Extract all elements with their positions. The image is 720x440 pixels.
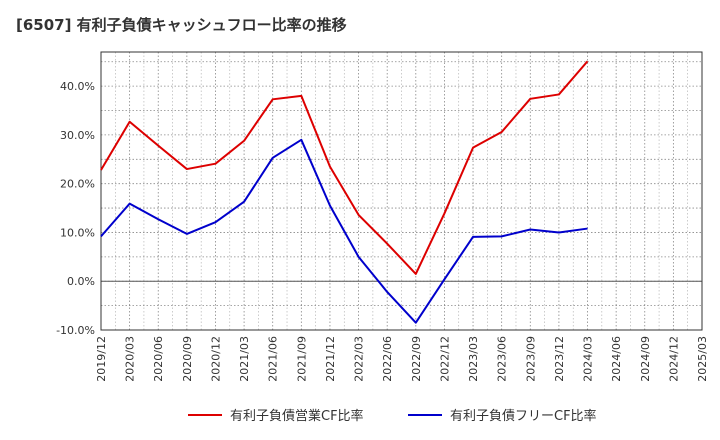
x-tick-label: 2022/03 xyxy=(353,336,366,382)
x-tick-label: 2024/06 xyxy=(610,336,623,382)
grid-lines xyxy=(100,52,703,331)
y-tick-label: 20.0% xyxy=(60,178,95,191)
x-tick-label: 2022/12 xyxy=(438,336,451,382)
x-tick-label: 2022/09 xyxy=(410,336,423,382)
series-line-1 xyxy=(100,60,589,275)
x-tick-label: 2021/09 xyxy=(295,336,308,382)
y-tick-label: 30.0% xyxy=(60,129,95,142)
legend-label-2: 有利子負債フリーCF比率 xyxy=(450,408,597,424)
x-tick-label: 2025/03 xyxy=(696,336,709,382)
y-tick-label: 0.0% xyxy=(67,275,95,288)
x-tick-label: 2022/06 xyxy=(381,336,394,382)
x-tick-label: 2024/12 xyxy=(667,336,680,382)
plot-frame xyxy=(100,51,703,331)
x-tick-label: 2020/06 xyxy=(152,336,165,382)
series-line-2 xyxy=(100,138,588,324)
legend: 有利子負債営業CF比率 有利子負債フリーCF比率 xyxy=(188,408,597,424)
y-tick-label: -10.0% xyxy=(56,324,95,337)
y-tick-label: 40.0% xyxy=(60,80,95,93)
x-tick-label: 2019/12 xyxy=(95,336,108,382)
x-tick-label: 2023/09 xyxy=(524,336,537,382)
x-tick-label: 2021/12 xyxy=(324,336,337,382)
x-tick-label: 2023/03 xyxy=(467,336,480,382)
x-axis-ticks: 2019/12 2020/03 2020/06 2020/09 2020/12 2021/… xyxy=(95,336,709,382)
x-tick-label: 2021/03 xyxy=(238,336,251,382)
series-lines xyxy=(100,60,589,324)
x-tick-label: 2024/03 xyxy=(582,336,595,382)
x-tick-label: 2020/03 xyxy=(124,336,137,382)
chart-title: [6507] 有利子負債キャッシュフロー比率の推移 xyxy=(16,16,347,34)
x-tick-label: 2023/06 xyxy=(496,336,509,382)
x-tick-label: 2024/09 xyxy=(639,336,652,382)
x-tick-label: 2020/09 xyxy=(181,336,194,382)
x-tick-label: 2023/12 xyxy=(553,336,566,382)
y-axis-ticks: -10.0% 0.0% 10.0% 20.0% 30.0% 40.0% xyxy=(56,80,95,337)
plot-border xyxy=(100,51,703,331)
y-tick-label: 10.0% xyxy=(60,226,95,239)
x-tick-label: 2020/12 xyxy=(209,336,222,382)
legend-label-1: 有利子負債営業CF比率 xyxy=(230,408,364,424)
x-tick-label: 2021/06 xyxy=(267,336,280,382)
